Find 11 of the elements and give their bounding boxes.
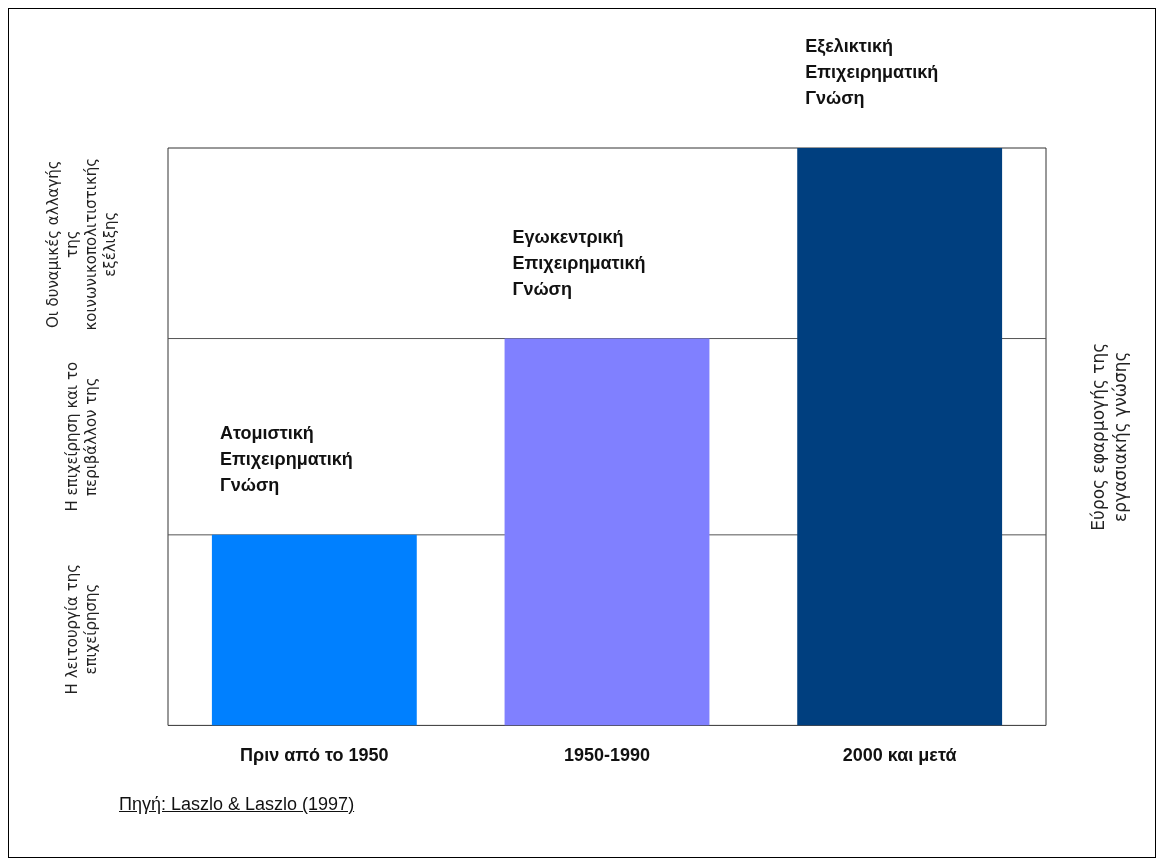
text: Η επιχείρηση και το περιβάλλον της	[63, 361, 101, 512]
annotation: Εγωκεντρική Επιχειρηματική Γνώση	[512, 226, 646, 299]
x-tick-label: 2000 και μετά	[842, 745, 957, 766]
text: Πηγή: Laszlo & Laszlo (1997)	[119, 794, 355, 815]
x-tick-label: 1950-1990	[563, 745, 651, 766]
y2-axis-title: Εύρος εφαρμογής της εργασιακής γνώσης	[1088, 342, 1131, 531]
annotation: Ατομιστική Επιχειρηματική Γνώση	[219, 422, 353, 495]
annotation: Εξελικτική Επιχειρηματική Γνώση	[805, 35, 939, 108]
text: Οι δυναμικές αλλαγής της κοινωνικοπολιτιστικής εξέλιξης	[44, 157, 120, 331]
x-tick-label: Πριν από το 1950	[240, 745, 389, 766]
text: Η λειτουργία της επιχείρησης	[63, 563, 101, 695]
